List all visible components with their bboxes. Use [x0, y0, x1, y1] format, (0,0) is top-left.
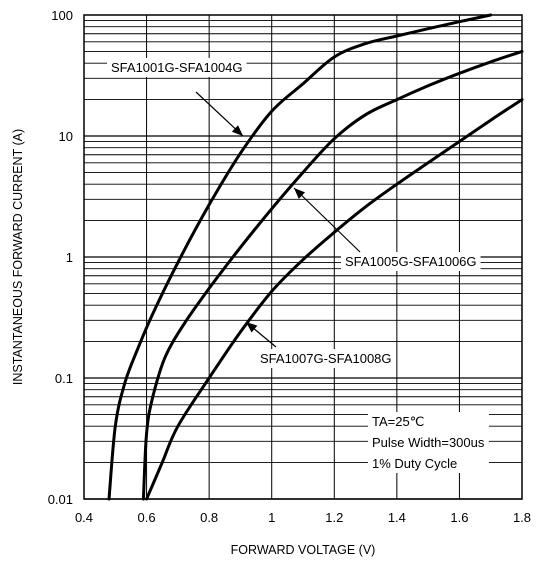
x-tick-label-1: 0.6: [138, 510, 156, 525]
plot-frame: [83, 14, 523, 500]
y-axis-label: INSTANTANEOUS FORWARD CURRENT (A): [11, 129, 25, 385]
x-tick-label-4: 1.2: [325, 510, 343, 525]
arrow-series-3: [245, 321, 277, 348]
series-curve-1: [107, 13, 493, 501]
y-tick-label-1: 0.1: [55, 371, 73, 386]
arrows: [195, 91, 361, 348]
x-tick-label-3: 1: [268, 510, 275, 525]
conditions-box: TA=25℃ Pulse Width=300us 1% Duty Cycle: [368, 412, 489, 473]
arrow-series-2: [293, 187, 361, 253]
series-label-2-background: [341, 252, 481, 271]
series-label-3: SFA1007G-SFA1008G: [260, 351, 392, 366]
annotation-temperature: TA=25℃: [372, 414, 424, 429]
curves: [107, 13, 524, 501]
x-tick-label-2: 0.8: [200, 510, 218, 525]
annotation-pulse-width: Pulse Width=300us: [372, 435, 485, 450]
y-tick-label-0: 0.01: [48, 492, 73, 507]
x-tick-label-5: 1.4: [388, 510, 406, 525]
series-curve-3: [145, 98, 524, 501]
arrow-series-2-head: [294, 188, 306, 199]
series-label-1-background: [107, 58, 247, 77]
arrow-series-1: [195, 91, 244, 137]
series-label-3-group: SFA1007G-SFA1008G: [256, 349, 396, 368]
x-tick-label-0: 0.4: [75, 510, 93, 525]
x-axis-label: FORWARD VOLTAGE (V): [231, 543, 376, 557]
conditions-background: [368, 412, 489, 473]
y-tick-labels: 0.01 0.1 1 10 100: [48, 8, 73, 507]
y-tick-label-2: 1: [66, 250, 73, 265]
x-tick-label-7: 1.8: [513, 510, 531, 525]
arrow-series-1-head: [231, 125, 243, 136]
arrow-series-2-shaft: [293, 187, 361, 253]
series-label-2-group: SFA1005G-SFA1006G: [341, 252, 481, 271]
y-tick-label-4: 100: [51, 8, 73, 23]
y-tick-label-3: 10: [59, 129, 73, 144]
series-label-2: SFA1005G-SFA1006G: [345, 254, 477, 269]
arrow-series-3-head: [246, 322, 258, 333]
annotation-duty-cycle: 1% Duty Cycle: [372, 456, 457, 471]
series-label-1-group: SFA1001G-SFA1004G: [107, 58, 247, 77]
x-tick-label-6: 1.6: [450, 510, 468, 525]
series-label-1: SFA1001G-SFA1004G: [111, 60, 243, 75]
x-tick-labels: 0.4 0.6 0.8 1 1.2 1.4 1.6 1.8: [75, 510, 531, 525]
series-label-3-background: [256, 349, 396, 368]
series-curve-2: [141, 49, 524, 501]
